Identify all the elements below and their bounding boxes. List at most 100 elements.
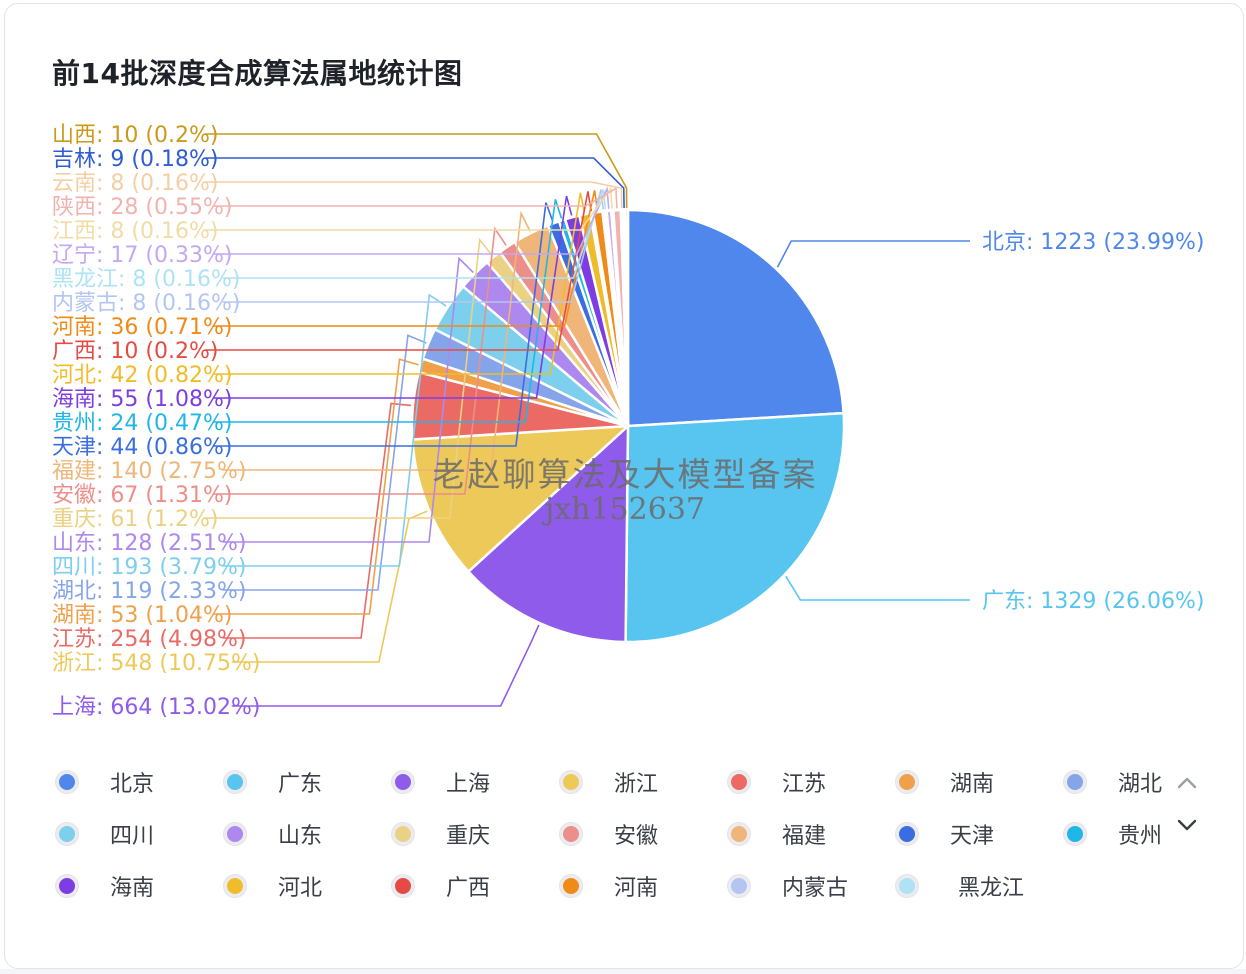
slice-label-56db5ddd: 四川: 193 (3.79%) — [52, 555, 246, 580]
slice-label-9655897f: 陕西: 28 (0.55%) — [52, 195, 232, 220]
slice-label-6d596c5f: 浙江: 548 (10.75%) — [52, 651, 260, 676]
legend-item-6cb35317[interactable]: 河北 — [224, 870, 322, 902]
legend-label: 河北 — [278, 876, 323, 901]
legend-label: 贵州 — [1118, 824, 1163, 849]
legend-item-56db5ddd[interactable]: 四川 — [56, 818, 154, 850]
legend-label: 黑龙江 — [958, 876, 1025, 901]
legend-label: 湖南 — [950, 772, 995, 797]
slice-label-6e565317: 湖北: 119 (2.33%) — [52, 579, 246, 604]
slice-label-5185849953e4: 内蒙古: 8 (0.16%) — [52, 291, 240, 316]
slice-label-9ed19f996c5f: 黑龙江: 8 (0.16%) — [52, 267, 240, 292]
legend-item-59296d25[interactable]: 天津 — [896, 818, 994, 850]
chevron-up-icon[interactable] — [1174, 770, 1200, 796]
leader-line-53174eac — [776, 240, 970, 268]
leader-line-59296d25 — [213, 202, 554, 447]
pie-slice-53174eac[interactable] — [626, 208, 845, 428]
legend-dot — [224, 771, 246, 793]
leader-line-6cb35317 — [213, 192, 586, 375]
legend-label: 福建 — [782, 824, 827, 849]
legend-dot — [896, 823, 918, 845]
slice-label-91cd5e86: 重庆: 61 (1.2%) — [52, 507, 218, 532]
legend-item-6e565317[interactable]: 湖北 — [1064, 766, 1162, 798]
legend-item-6e565357[interactable]: 湖南 — [896, 766, 994, 798]
legend-dot — [560, 875, 582, 897]
slice-label-5e7f897f: 广西: 10 (0.2%) — [52, 339, 218, 364]
leader-line-5b895fbd — [213, 226, 507, 495]
legend-label: 上海 — [446, 772, 491, 797]
chart-title: 前14批深度合成算法属地统计图 — [52, 57, 463, 90]
legend-label: 天津 — [950, 824, 995, 849]
legend-item-6d775357[interactable]: 海南 — [56, 870, 154, 902]
leader-line-5c71897f — [204, 133, 628, 209]
leader-line-9655897f — [213, 186, 618, 209]
page-bottom-strip — [0, 969, 1246, 974]
legend-item-5185849953e4[interactable]: 内蒙古 — [728, 870, 848, 902]
leader-line-4e0a6d77 — [231, 624, 540, 707]
leader-line-5e7f4e1c — [785, 575, 970, 601]
legend-item-5e7f4e1c[interactable]: 广东 — [224, 766, 322, 798]
slice-label-4e0a6d77: 上海: 664 (13.02%) — [52, 695, 260, 720]
legend-dot — [560, 823, 582, 845]
legend-dot — [1064, 823, 1086, 845]
leader-line-5e7f897f — [204, 191, 593, 351]
legend-item-6c5f82cf[interactable]: 江苏 — [728, 766, 826, 798]
legend-label: 海南 — [110, 876, 155, 901]
legend-dot — [56, 823, 78, 845]
pie-slice-5c71897f[interactable] — [624, 208, 630, 427]
slice-label-8d355dde: 贵州: 24 (0.47%) — [52, 411, 232, 436]
slice-label-5e7f4e1c: 广东: 1329 (26.06%) — [982, 589, 1204, 614]
legend-dot — [392, 823, 414, 845]
slice-label-4e915357: 云南: 8 (0.16%) — [52, 171, 218, 196]
leader-line-9ed19f996c5f — [222, 189, 607, 279]
legend-dot — [560, 771, 582, 793]
legend-label: 四川 — [110, 824, 155, 849]
slice-label-6e565357: 湖南: 53 (1.04%) — [52, 603, 232, 628]
legend-dot — [896, 771, 918, 793]
legend-dot — [56, 771, 78, 793]
slice-label-5c714e1c: 山东: 128 (2.51%) — [52, 531, 246, 556]
pie-slice-5e7f4e1c[interactable] — [624, 411, 846, 644]
leader-line-6c5f82cf — [222, 402, 412, 639]
legend-dot — [728, 875, 750, 897]
slice-label-5c71897f: 山西: 10 (0.2%) — [52, 123, 218, 148]
leader-line-8fbd5b81 — [213, 185, 610, 255]
leader-line-6c5f897f — [204, 186, 613, 231]
legend-item-6cb35357[interactable]: 河南 — [560, 870, 658, 902]
slice-label-5b895fbd: 安徽: 67 (1.31%) — [52, 483, 232, 508]
slice-label-798f5efa: 福建: 140 (2.75%) — [52, 459, 246, 484]
leader-line-6d596c5f — [231, 510, 428, 663]
legend-item-798f5efa[interactable]: 福建 — [728, 818, 826, 850]
legend-item-53174eac[interactable]: 北京 — [56, 766, 154, 798]
slice-label-6d775357: 海南: 55 (1.08%) — [52, 387, 232, 412]
leader-line-4e915357 — [204, 181, 623, 209]
legend-item-8d355dde[interactable]: 贵州 — [1064, 818, 1162, 850]
legend-dot — [728, 771, 750, 793]
legend-label: 北京 — [110, 772, 155, 797]
pie-slice-4e0a6d77[interactable] — [466, 423, 630, 644]
legend-label: 广西 — [446, 876, 491, 901]
legend-label: 山东 — [278, 824, 323, 849]
slice-label-6cb35357: 河南: 36 (0.71%) — [52, 315, 232, 340]
legend-item-5b895fbd[interactable]: 安徽 — [560, 818, 658, 850]
legend-label: 湖北 — [1118, 772, 1163, 797]
legend-label: 河南 — [614, 876, 659, 901]
legend-dot — [896, 875, 918, 897]
legend-item-4e0a6d77[interactable]: 上海 — [392, 766, 490, 798]
leader-line-798f5efa — [222, 210, 531, 471]
leader-line-54096797 — [204, 157, 625, 209]
leader-line-8d355dde — [213, 199, 563, 423]
legend-dot — [392, 875, 414, 897]
leader-line-5c714e1c — [222, 256, 474, 543]
chevron-down-icon[interactable] — [1174, 812, 1200, 838]
legend-item-5c714e1c[interactable]: 山东 — [224, 818, 322, 850]
legend-dot — [728, 823, 750, 845]
legend-label: 安徽 — [614, 824, 659, 849]
leader-line-91cd5e86 — [204, 237, 493, 519]
legend-label: 江苏 — [782, 772, 827, 797]
legend-dot — [224, 823, 246, 845]
legend-item-5e7f897f[interactable]: 广西 — [392, 870, 490, 902]
legend-label: 广东 — [278, 772, 323, 797]
legend-item-91cd5e86[interactable]: 重庆 — [392, 818, 490, 850]
legend-item-6d596c5f[interactable]: 浙江 — [560, 766, 658, 798]
legend-item-9ed19f996c5f[interactable]: 黑龙江 — [896, 870, 1024, 902]
